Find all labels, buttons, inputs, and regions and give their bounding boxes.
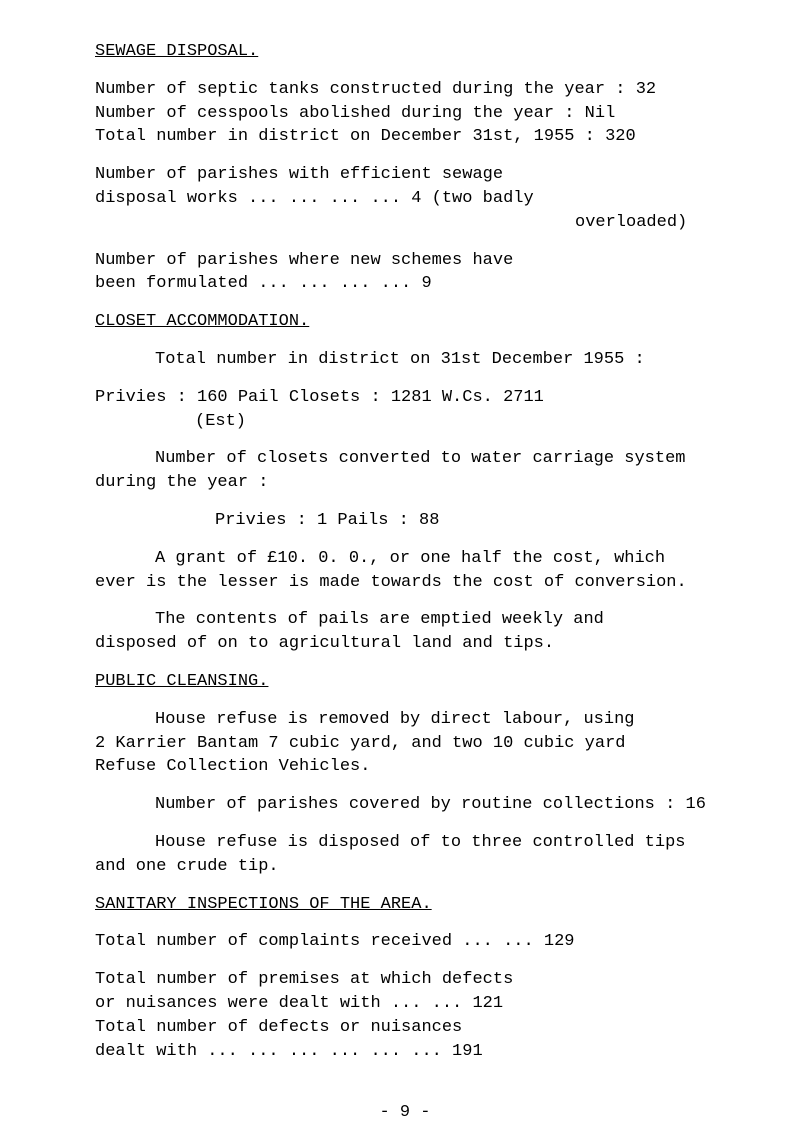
text-line: disposed of on to agricultural land and … bbox=[95, 632, 715, 656]
text-line: A grant of £10. 0. 0., or one half the c… bbox=[95, 547, 715, 571]
section-title-closet: CLOSET ACCOMMODATION. bbox=[95, 312, 309, 331]
text-line: Total number of complaints received ... … bbox=[95, 930, 715, 954]
text-line: Privies : 160 Pail Closets : 1281 W.Cs. … bbox=[95, 386, 715, 410]
text-line: overloaded) bbox=[95, 211, 715, 235]
text-line: Number of parishes where new schemes hav… bbox=[95, 249, 715, 273]
text-line: 2 Karrier Bantam 7 cubic yard, and two 1… bbox=[95, 732, 715, 756]
text-line: Total number in district on December 31s… bbox=[95, 125, 715, 149]
text-line: (Est) bbox=[95, 410, 715, 434]
text-line: Total number of premises at which defect… bbox=[95, 968, 715, 992]
text-line: Number of closets converted to water car… bbox=[95, 447, 715, 471]
text-line: Number of parishes with efficient sewage bbox=[95, 163, 715, 187]
section-title-sewage: SEWAGE DISPOSAL. bbox=[95, 42, 258, 61]
text-line: Privies : 1 Pails : 88 bbox=[215, 509, 715, 533]
text-line: or nuisances were dealt with ... ... 121 bbox=[95, 992, 715, 1016]
text-line: House refuse is disposed of to three con… bbox=[95, 831, 715, 855]
page-number: - 9 - bbox=[95, 1101, 715, 1125]
text-line: and one crude tip. bbox=[95, 855, 715, 879]
section-title-cleansing: PUBLIC CLEANSING. bbox=[95, 672, 268, 691]
text-line: been formulated ... ... ... ... 9 bbox=[95, 272, 715, 296]
text-line: Refuse Collection Vehicles. bbox=[95, 755, 715, 779]
text-line: ever is the lesser is made towards the c… bbox=[95, 571, 715, 595]
text-line: Number of cesspools abolished during the… bbox=[95, 102, 715, 126]
text-line: Total number in district on 31st Decembe… bbox=[155, 348, 715, 372]
text-inline: disposal works ... ... ... ... 4 bbox=[95, 189, 421, 208]
text-line: during the year : bbox=[95, 471, 715, 495]
text-line: Number of septic tanks constructed durin… bbox=[95, 78, 715, 102]
text-line: Number of parishes covered by routine co… bbox=[95, 793, 715, 817]
document-body: SEWAGE DISPOSAL. Number of septic tanks … bbox=[95, 40, 715, 1125]
text-line: The contents of pails are emptied weekly… bbox=[95, 608, 715, 632]
text-line: dealt with ... ... ... ... ... ... 191 bbox=[95, 1040, 715, 1064]
text-line: disposal works ... ... ... ... 4 (two ba… bbox=[95, 187, 715, 211]
section-title-sanitary: SANITARY INSPECTIONS OF THE AREA. bbox=[95, 895, 432, 914]
text-inline: (two badly bbox=[432, 189, 534, 208]
text-line: House refuse is removed by direct labour… bbox=[95, 708, 715, 732]
text-line: Total number of defects or nuisances bbox=[95, 1016, 715, 1040]
